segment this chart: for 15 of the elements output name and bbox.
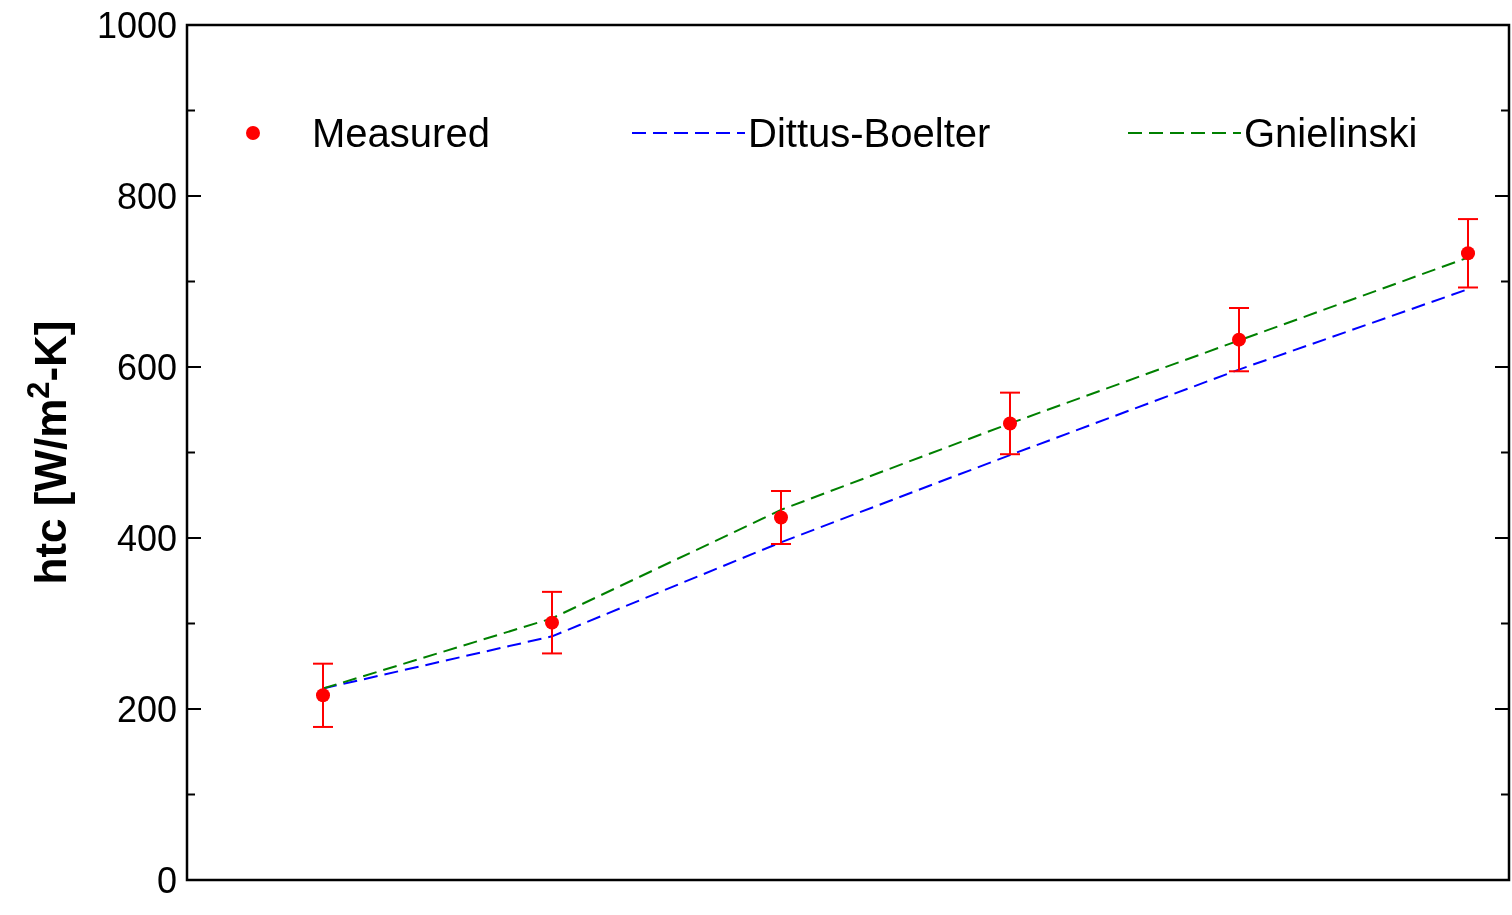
legend-label: Dittus-Boelter [748,111,991,155]
point [1232,332,1246,347]
point [774,510,788,525]
y-tick-label: 800 [116,175,177,217]
legend-label: Gnielinski [1244,111,1418,155]
y-tick-label: 400 [116,517,177,559]
point [316,688,330,703]
point [545,615,559,630]
point [1461,246,1475,261]
y-tick-label: 1000 [96,4,177,46]
point [1003,416,1017,431]
y-tick-label: 200 [116,688,177,730]
y-tick-label: 0 [156,859,177,901]
legend-label: Measured [312,111,490,155]
y-tick-label: 600 [116,346,177,388]
